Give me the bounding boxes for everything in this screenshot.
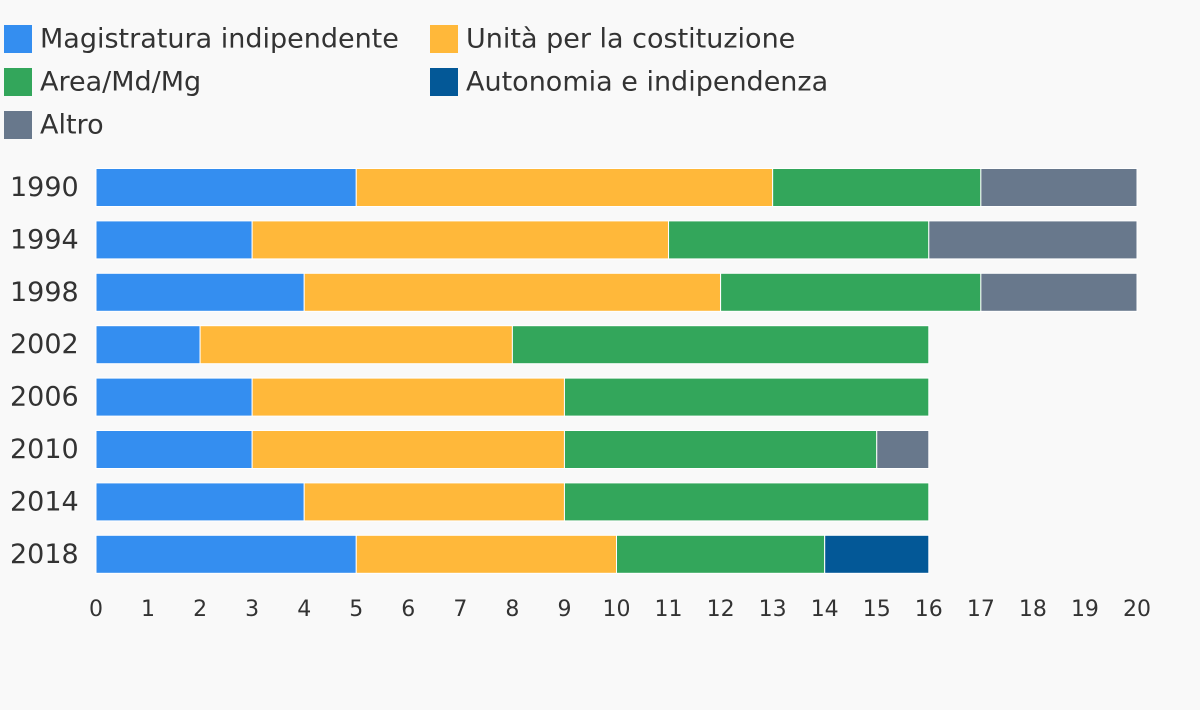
legend-swatch (430, 25, 458, 53)
bar-segment[interactable]: Altro: 1 (876, 430, 930, 469)
legend-swatch (4, 68, 32, 96)
x-tick-label: 15 (863, 597, 891, 622)
bar-segment[interactable]: Altro: 3 (980, 168, 1138, 207)
category-label: 1990 (10, 172, 79, 203)
bar-segment[interactable]: Unità per la costituzione: 5 (303, 482, 565, 522)
x-tick-label: 14 (811, 597, 839, 622)
x-tick-label: 20 (1123, 597, 1151, 622)
bar-row: Magistratura indipendente: 5Unità per la… (95, 168, 1138, 207)
x-tick-label: 11 (655, 597, 683, 622)
legend-item[interactable]: Area/Md/Mg (4, 67, 201, 98)
x-tick-label: 8 (505, 597, 519, 622)
x-tick-label: 18 (1019, 597, 1047, 622)
legend-label: Unità per la costituzione (466, 24, 795, 55)
bar-row: Magistratura indipendente: 2Unità per la… (95, 325, 930, 365)
bar-segment[interactable]: Area/Md/Mg: 4 (616, 534, 826, 574)
x-tick-label: 10 (603, 597, 631, 622)
x-tick-label: 19 (1071, 597, 1099, 622)
x-tick-label: 12 (707, 597, 735, 622)
legend-item[interactable]: Magistratura indipendente (4, 24, 399, 55)
x-tick-label: 3 (245, 597, 259, 622)
bar-segment[interactable]: Area/Md/Mg: 6 (563, 430, 878, 469)
x-tick-label: 7 (453, 597, 467, 622)
x-tick-label: 0 (89, 597, 103, 622)
x-tick-label: 2 (193, 597, 207, 622)
category-axis: 1990 1994 1998 2002 2006 2010 2014 2018 (10, 172, 79, 570)
bar-segment[interactable]: Autonomia e indipendenza: 2 (824, 534, 930, 574)
bar-segment[interactable]: Magistratura indipendente: 4 (95, 482, 305, 522)
category-label: 1994 (10, 224, 79, 255)
bar-segment[interactable]: Unità per la costituzione: 6 (199, 325, 513, 365)
category-label: 1998 (10, 277, 79, 308)
bar-row: Magistratura indipendente: 3Unità per la… (95, 377, 930, 417)
legend-label: Area/Md/Mg (40, 67, 201, 98)
category-label: 2010 (10, 434, 79, 465)
bar-row: Magistratura indipendente: 3Unità per la… (95, 220, 1138, 260)
bar-segment[interactable]: Area/Md/Mg: 7 (563, 377, 930, 417)
bar-segment[interactable]: Area/Md/Mg: 8 (511, 325, 930, 365)
bar-segment[interactable]: Magistratura indipendente: 3 (95, 430, 253, 469)
x-tick-label: 4 (297, 597, 311, 622)
bar-segment[interactable]: Magistratura indipendente: 5 (95, 168, 357, 207)
legend-swatch (430, 68, 458, 96)
category-label: 2006 (10, 382, 79, 413)
bar-row: Magistratura indipendente: 4Unità per la… (95, 272, 1138, 312)
bar-segment[interactable]: Area/Md/Mg: 7 (563, 482, 930, 522)
bar-segment[interactable]: Magistratura indipendente: 4 (95, 272, 305, 312)
bar-segment[interactable]: Magistratura indipendente: 3 (95, 377, 253, 417)
bar-segment[interactable]: Unità per la costituzione: 8 (355, 168, 774, 207)
bar-segment[interactable]: Unità per la costituzione: 6 (251, 430, 565, 469)
legend-label: Magistratura indipendente (40, 24, 399, 55)
bar-segment[interactable]: Area/Md/Mg: 5 (668, 220, 930, 260)
plot-area: Magistratura indipendente: 5Unità per la… (95, 168, 1138, 574)
bar-segment[interactable]: Unità per la costituzione: 5 (355, 534, 617, 574)
category-label: 2002 (10, 329, 79, 360)
x-tick-label: 1 (141, 597, 155, 622)
x-tick-label: 9 (557, 597, 571, 622)
bar-segment[interactable]: Magistratura indipendente: 3 (95, 220, 253, 260)
legend-label: Altro (40, 110, 104, 141)
bar-segment[interactable]: Altro: 4 (928, 220, 1138, 260)
bar-row: Magistratura indipendente: 3Unità per la… (95, 430, 930, 469)
x-tick-label: 17 (967, 597, 995, 622)
legend-label: Autonomia e indipendenza (466, 67, 828, 98)
legend-swatch (4, 111, 32, 139)
bar-segment[interactable]: Unità per la costituzione: 6 (251, 377, 565, 417)
bar-segment[interactable]: Magistratura indipendente: 5 (95, 534, 357, 574)
x-tick-label: 6 (401, 597, 415, 622)
legend-item[interactable]: Autonomia e indipendenza (430, 67, 828, 98)
bar-segment[interactable]: Area/Md/Mg: 4 (772, 168, 982, 207)
bar-segment[interactable]: Altro: 3 (980, 272, 1138, 312)
bar-segment[interactable]: Area/Md/Mg: 5 (720, 272, 982, 312)
legend-swatch (4, 25, 32, 53)
bar-row: Magistratura indipendente: 5Unità per la… (95, 534, 930, 574)
legend-item[interactable]: Altro (4, 110, 104, 141)
value-axis: 0 1 2 3 4 5 6 7 8 9 10 11 12 13 14 15 16 17 18 19 20 (89, 597, 1151, 622)
x-tick-label: 5 (349, 597, 363, 622)
bar-segment[interactable]: Magistratura indipendente: 2 (95, 325, 201, 365)
x-tick-label: 16 (915, 597, 943, 622)
legend: Magistratura indipendente Unità per la co… (4, 24, 828, 141)
bar-row: Magistratura indipendente: 4Unità per la… (95, 482, 930, 522)
category-label: 2018 (10, 539, 79, 570)
x-tick-label: 13 (759, 597, 787, 622)
category-label: 2014 (10, 486, 79, 517)
bar-segment[interactable]: Unità per la costituzione: 8 (303, 272, 722, 312)
bar-segment[interactable]: Unità per la costituzione: 8 (251, 220, 670, 260)
legend-item[interactable]: Unità per la costituzione (430, 24, 795, 55)
